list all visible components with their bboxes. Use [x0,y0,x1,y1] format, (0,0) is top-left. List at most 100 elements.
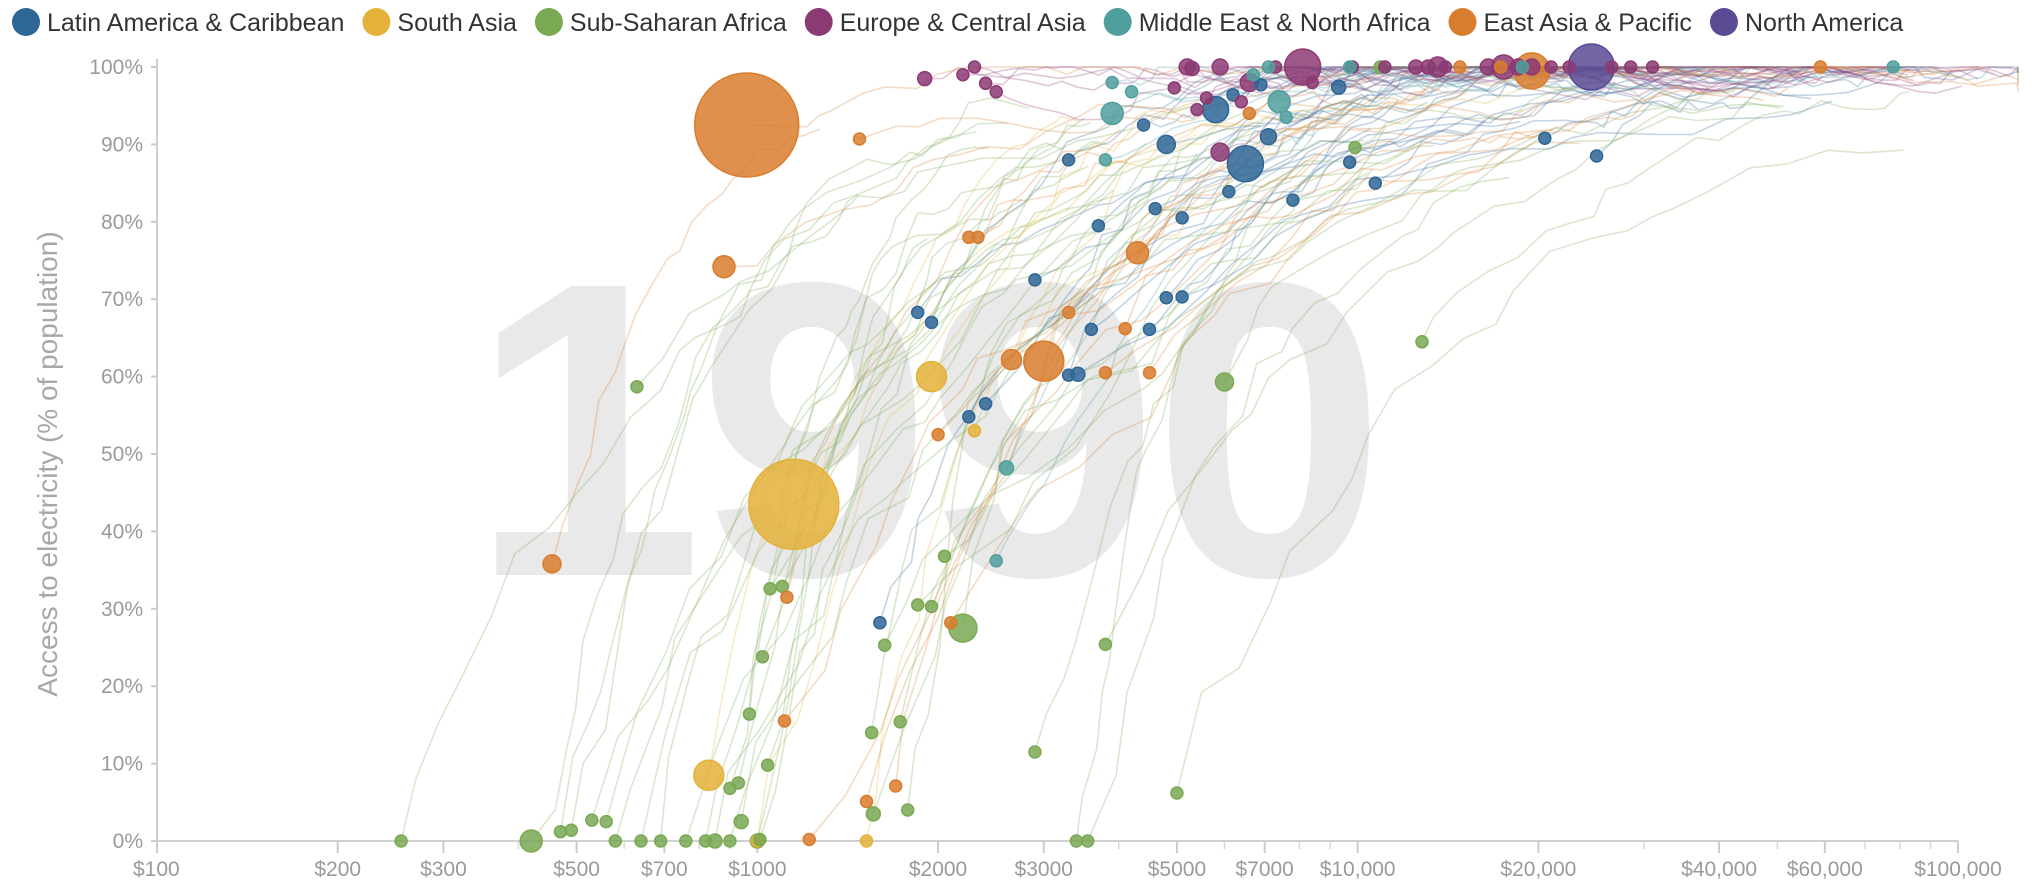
data-bubble[interactable] [1453,60,1467,74]
data-bubble[interactable] [1342,155,1357,169]
data-bubble[interactable] [679,834,693,848]
data-bubble[interactable] [802,832,816,847]
data-bubble[interactable] [1479,58,1497,76]
data-bubble[interactable] [1544,60,1558,74]
data-bubble[interactable] [1330,79,1347,95]
data-bubble[interactable] [1184,60,1200,77]
data-bubble[interactable] [1142,322,1157,337]
data-bubble[interactable] [962,410,976,424]
data-bubble[interactable] [1100,101,1124,126]
data-bubble[interactable] [1226,145,1265,183]
data-bubble[interactable] [1136,118,1151,132]
data-bubble[interactable] [1148,201,1162,216]
data-bubble[interactable] [733,813,749,830]
data-bubble[interactable] [1342,60,1357,74]
data-bubble[interactable] [693,759,725,791]
data-bubble[interactable] [1061,153,1076,167]
data-bubble[interactable] [1605,60,1619,74]
legend-item[interactable]: Sub-Saharan Africa [534,8,787,37]
data-bubble[interactable] [852,132,867,146]
data-bubble[interactable] [653,834,668,848]
data-bubble[interactable] [1156,134,1177,155]
legend-item[interactable]: South Asia [362,8,517,37]
data-bubble[interactable] [1234,95,1249,109]
data-bubble[interactable] [630,379,644,394]
data-bubble[interactable] [1118,321,1132,336]
data-bubble[interactable] [1222,184,1236,199]
data-bubble[interactable] [1515,60,1530,74]
data-bubble[interactable] [1098,365,1113,380]
data-bubble[interactable] [1091,218,1106,233]
data-bubble[interactable] [916,70,933,87]
data-bubble[interactable] [1267,90,1291,114]
data-bubble[interactable] [599,814,613,829]
data-bubble[interactable] [777,714,792,728]
data-bubble[interactable] [873,615,887,630]
data-bubble[interactable] [978,76,993,91]
data-bubble[interactable] [998,460,1015,476]
legend-item[interactable]: East Asia & Pacific [1448,8,1692,37]
data-bubble[interactable] [634,834,648,848]
data-bubble[interactable] [931,427,945,442]
data-bubble[interactable] [698,834,713,848]
data-bubble[interactable] [1190,102,1204,117]
data-bubble[interactable] [753,832,767,847]
data-bubble[interactable] [1084,322,1099,337]
data-bubble[interactable] [1175,290,1189,304]
data-bubble[interactable] [1254,78,1268,92]
data-bubble[interactable] [900,803,915,817]
data-bubble[interactable] [978,396,993,411]
data-bubble[interactable] [1098,153,1113,167]
data-bubble[interactable] [1170,786,1184,800]
legend-item[interactable]: Europe & Central Asia [804,8,1086,37]
data-bubble[interactable] [924,599,939,614]
data-bubble[interactable] [742,707,757,721]
data-bubble[interactable] [763,581,777,596]
data-bubble[interactable] [1167,81,1182,95]
data-bubble[interactable] [1378,60,1392,74]
data-bubble[interactable] [864,725,879,740]
data-bubble[interactable] [937,549,952,563]
data-bubble[interactable] [877,638,892,652]
data-bubble[interactable] [1305,75,1319,90]
data-bubble[interactable] [1159,290,1174,305]
data-bubble[interactable] [1279,110,1293,125]
data-bubble[interactable] [1645,60,1660,74]
data-bubble[interactable] [1562,60,1576,74]
data-bubble[interactable] [760,758,775,772]
data-bubble[interactable] [1259,127,1278,146]
data-bubble[interactable] [1493,60,1508,74]
data-bubble[interactable] [1438,60,1453,74]
data-bubble[interactable] [1589,149,1604,163]
data-bubble[interactable] [1210,142,1230,162]
data-bubble[interactable] [1261,60,1276,74]
data-bubble[interactable] [910,305,925,320]
data-bubble[interactable] [967,424,982,438]
data-bubble[interactable] [1348,140,1362,155]
data-bubble[interactable] [1000,348,1023,371]
data-bubble[interactable] [1242,106,1257,121]
data-bubble[interactable] [1623,60,1638,74]
data-bubble[interactable] [755,650,770,664]
data-bubble[interactable] [519,829,543,853]
data-bubble[interactable] [888,779,903,793]
legend-item[interactable]: Latin America & Caribbean [12,8,344,37]
data-bubble[interactable] [989,85,1003,99]
data-bubble[interactable] [693,72,800,178]
data-bubble[interactable] [1061,368,1076,382]
data-bubble[interactable] [780,590,794,604]
data-bubble[interactable] [1420,59,1436,75]
data-bubble[interactable] [1368,176,1383,190]
data-bubble[interactable] [1175,211,1189,225]
data-bubble[interactable] [859,794,874,809]
data-bubble[interactable] [1105,75,1119,90]
data-bubble[interactable] [723,834,737,848]
data-bubble[interactable] [1069,834,1084,848]
data-bubble[interactable] [1023,340,1065,382]
data-bubble[interactable] [1246,67,1261,82]
data-bubble[interactable] [910,598,925,612]
data-bubble[interactable] [394,834,408,848]
data-bubble[interactable] [915,360,948,393]
legend-item[interactable]: Middle East & North Africa [1103,8,1431,37]
data-bubble[interactable] [944,615,958,630]
